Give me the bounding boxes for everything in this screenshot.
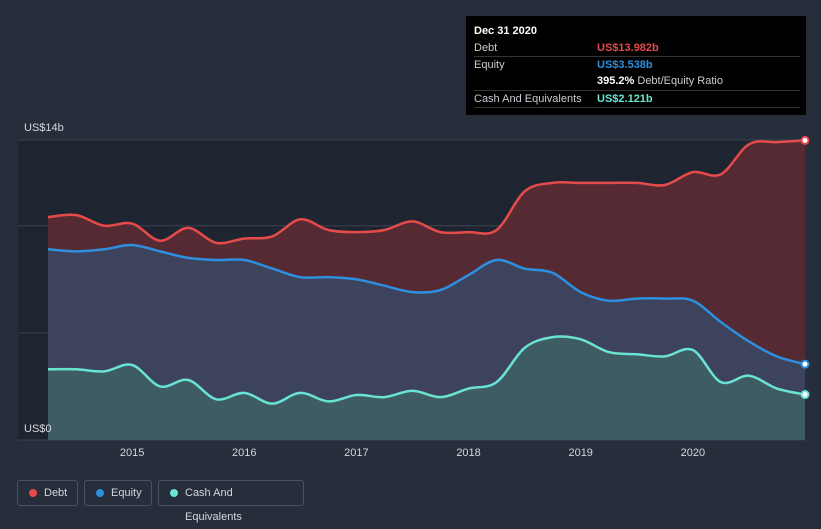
series-line-0 xyxy=(47,139,806,245)
series-end-marker-0[interactable] xyxy=(800,135,810,145)
tooltip-row-equity: Equity US$3.538b xyxy=(474,57,800,73)
y-tick-label-bottom: US$0 xyxy=(24,423,52,435)
tooltip-cash-label: Cash And Equivalents xyxy=(474,93,582,105)
x-tick-label: 2020 xyxy=(681,447,705,459)
series-line-1 xyxy=(47,243,806,366)
x-tick-label: 2016 xyxy=(232,447,256,459)
legend-equity-dot-icon xyxy=(96,489,104,497)
end-markers xyxy=(800,135,810,400)
legend-cash-label: Cash And Equivalents xyxy=(185,487,242,523)
x-axis-labels: 2015 2016 2017 2018 2019 2020 xyxy=(120,447,705,459)
legend-equity[interactable]: Equity xyxy=(84,480,152,506)
tooltip-ratio: 395.2% Debt/Equity Ratio xyxy=(597,75,723,87)
series-end-marker-1[interactable] xyxy=(800,359,810,369)
tooltip-date: Dec 31 2020 xyxy=(474,25,537,37)
legend-debt-label: Debt xyxy=(44,487,68,499)
tooltip-row-cash: Cash And Equivalents US$2.121b xyxy=(474,90,800,108)
legend-cash[interactable]: Cash And Equivalents xyxy=(158,480,304,523)
legend-equity-label: Equity xyxy=(111,487,142,499)
tooltip-ratio-label: Debt/Equity Ratio xyxy=(637,75,723,87)
x-tick-label: 2019 xyxy=(568,447,592,459)
x-tick-label: 2017 xyxy=(344,447,368,459)
tooltip-equity-value: US$3.538b xyxy=(597,59,653,71)
tooltip-cash-value: US$2.121b xyxy=(597,93,653,105)
legend-cash-dot-icon xyxy=(170,489,178,497)
series-areas xyxy=(48,140,805,440)
series-lines xyxy=(47,139,806,405)
legend-debt[interactable]: Debt xyxy=(17,480,78,506)
series-end-marker-2[interactable] xyxy=(800,390,810,400)
tooltip-ratio-value: 395.2% xyxy=(597,75,635,87)
legend-debt-dot-icon xyxy=(29,489,37,497)
tooltip-row-debt: Debt US$13.982b xyxy=(474,40,800,57)
series-area-2 xyxy=(48,336,805,440)
tooltip-equity-label: Equity xyxy=(474,59,505,71)
series-line-2 xyxy=(47,335,806,405)
tooltip-debt-value: US$13.982b xyxy=(597,42,659,54)
data-tooltip: Dec 31 2020 Debt US$13.982b Equity US$3.… xyxy=(466,16,806,115)
tooltip-debt-label: Debt xyxy=(474,42,498,54)
y-axis-labels: US$14b US$0 xyxy=(24,122,64,435)
x-tick-label: 2015 xyxy=(120,447,144,459)
x-tick-label: 2018 xyxy=(456,447,480,459)
y-tick-label-top: US$14b xyxy=(24,122,64,134)
